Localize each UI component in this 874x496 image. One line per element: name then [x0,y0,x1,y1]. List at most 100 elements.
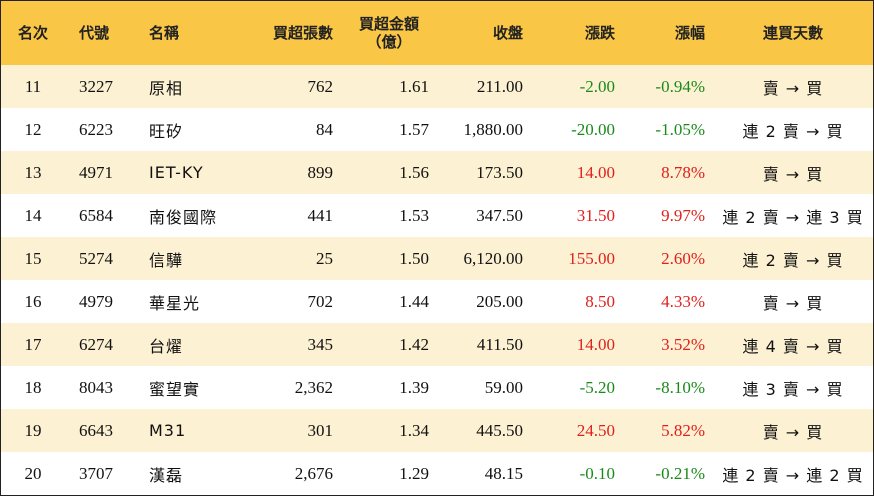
cell-close: 445.50 [476,420,523,440]
cell-days: 連 2 賣 → 連 3 買 [722,207,864,227]
cell-change-pct: 5.82% [661,420,705,440]
cell-shares: 345 [307,334,334,354]
cell-shares: 84 [316,119,333,139]
cell-change: 14.00 [576,162,615,182]
table-header: 名次 代號 名稱 買超張數 買超金額 （億） 收盤 漲跌 漲幅 連買天數 [1,1,873,65]
cell-close: 6,120.00 [463,248,524,268]
cell-days: 賣 → 買 [762,293,824,313]
table-row: 12 6223 旺矽 84 1.57 1,880.00 -20.00 -1.05% 連 2 賣 … [1,108,873,151]
cell-shares: 702 [307,291,334,311]
cell-change: 8.50 [585,291,615,311]
cell-change: -2.00 [579,76,615,96]
cell-code: 6643 [79,420,113,440]
cell-rank: 12 [24,119,42,139]
cell-rank: 16 [24,291,42,311]
cell-amount: 1.39 [399,377,429,397]
cell-code: 5274 [79,248,113,268]
cell-name: 原相 [149,78,184,98]
cell-name: 蜜望實 [149,379,201,399]
cell-code: 6274 [79,334,113,354]
cell-days: 連 2 賣 → 買 [742,121,844,141]
cell-shares: 2,362 [294,377,333,397]
cell-close: 347.50 [476,205,523,225]
header-close: 收盤 [492,24,523,42]
header-shares: 買超張數 [272,24,333,42]
header-change-pct: 漲幅 [674,24,705,42]
cell-close: 411.50 [476,334,523,354]
header-name: 名稱 [149,24,180,42]
table-row: 15 5274 信驊 25 1.50 6,120.00 155.00 2.60% 連 2 賣 →… [1,237,873,280]
cell-rank: 17 [24,334,42,354]
cell-rank: 15 [24,248,42,268]
header-amount-line2: （億） [366,33,412,51]
cell-change-pct: 8.78% [661,162,705,182]
cell-change: -0.10 [579,463,615,483]
cell-change: -20.00 [571,119,615,139]
header-amount-line1: 買超金額 [358,15,419,33]
cell-amount: 1.57 [399,119,429,139]
cell-name: 旺矽 [149,121,184,141]
table-row: 11 3227 原相 762 1.61 211.00 -2.00 -0.94% 賣 → 買 [1,65,873,108]
cell-shares: 762 [307,76,334,96]
cell-change-pct: 2.60% [661,248,705,268]
cell-change-pct: -0.94% [655,76,705,96]
cell-code: 4979 [79,291,113,311]
cell-name: 台燿 [149,336,184,356]
header-change: 漲跌 [584,24,615,42]
cell-days: 賣 → 買 [762,422,824,442]
cell-change: -5.20 [579,377,615,397]
cell-code: 3227 [79,76,113,96]
cell-shares: 899 [307,162,334,182]
table-row: 20 3707 漢磊 2,676 1.29 48.15 -0.10 -0.21% 連 2 賣 →… [1,452,873,495]
cell-days: 賣 → 買 [762,164,824,184]
cell-days: 賣 → 買 [762,78,824,98]
cell-change-pct: 3.52% [661,334,705,354]
cell-code: 4971 [79,162,113,182]
cell-change-pct: -8.10% [655,377,705,397]
cell-rank: 13 [24,162,42,182]
cell-close: 48.15 [484,463,523,483]
table-row: 13 4971 IET-KY 899 1.56 173.50 14.00 8.78% 賣 → 買 [1,151,873,194]
table-body: 11 3227 原相 762 1.61 211.00 -2.00 -0.94% 賣 → 買 12 6… [1,65,873,495]
table-row: 18 8043 蜜望實 2,362 1.39 59.00 -5.20 -8.10% 連 3 賣 … [1,366,873,409]
header-code: 代號 [79,24,110,42]
cell-change: 31.50 [576,205,615,225]
cell-close: 173.50 [476,162,523,182]
cell-rank: 20 [24,463,42,483]
table-row: 17 6274 台燿 345 1.42 411.50 14.00 3.52% 連 4 賣 → 買 [1,323,873,366]
cell-amount: 1.53 [399,205,429,225]
cell-close: 1,880.00 [463,119,524,139]
cell-close: 205.00 [476,291,523,311]
table-row: 19 6643 M31 301 1.34 445.50 24.50 5.82% 賣 → 買 [1,409,873,452]
cell-shares: 441 [307,205,334,225]
cell-rank: 11 [24,76,42,96]
header-row: 名次 代號 名稱 買超張數 買超金額 （億） 收盤 漲跌 漲幅 連買天數 [1,1,873,65]
table-row: 16 4979 華星光 702 1.44 205.00 8.50 4.33% 賣 → 買 [1,280,873,323]
cell-code: 8043 [79,377,113,397]
cell-name: IET-KY [149,163,204,182]
cell-code: 3707 [79,463,113,483]
cell-change-pct: 4.33% [661,291,705,311]
cell-days: 連 4 賣 → 買 [742,336,844,356]
cell-shares: 2,676 [294,463,333,483]
cell-close: 59.00 [484,377,523,397]
cell-shares: 301 [307,420,334,440]
cell-change-pct: 9.97% [661,205,705,225]
cell-days: 連 2 賣 → 買 [742,250,844,270]
cell-code: 6223 [79,119,113,139]
cell-rank: 19 [24,420,42,440]
header-rank: 名次 [17,24,48,42]
cell-amount: 1.50 [399,248,429,268]
cell-amount: 1.34 [399,420,429,440]
cell-name: 華星光 [149,293,201,313]
cell-amount: 1.44 [399,291,429,311]
cell-days: 連 3 賣 → 買 [742,379,844,399]
cell-amount: 1.56 [399,162,429,182]
cell-change-pct: -0.21% [655,463,705,483]
cell-change: 14.00 [576,334,615,354]
cell-name: 漢磊 [149,465,184,485]
cell-amount: 1.61 [399,76,429,96]
cell-close: 211.00 [476,76,523,96]
